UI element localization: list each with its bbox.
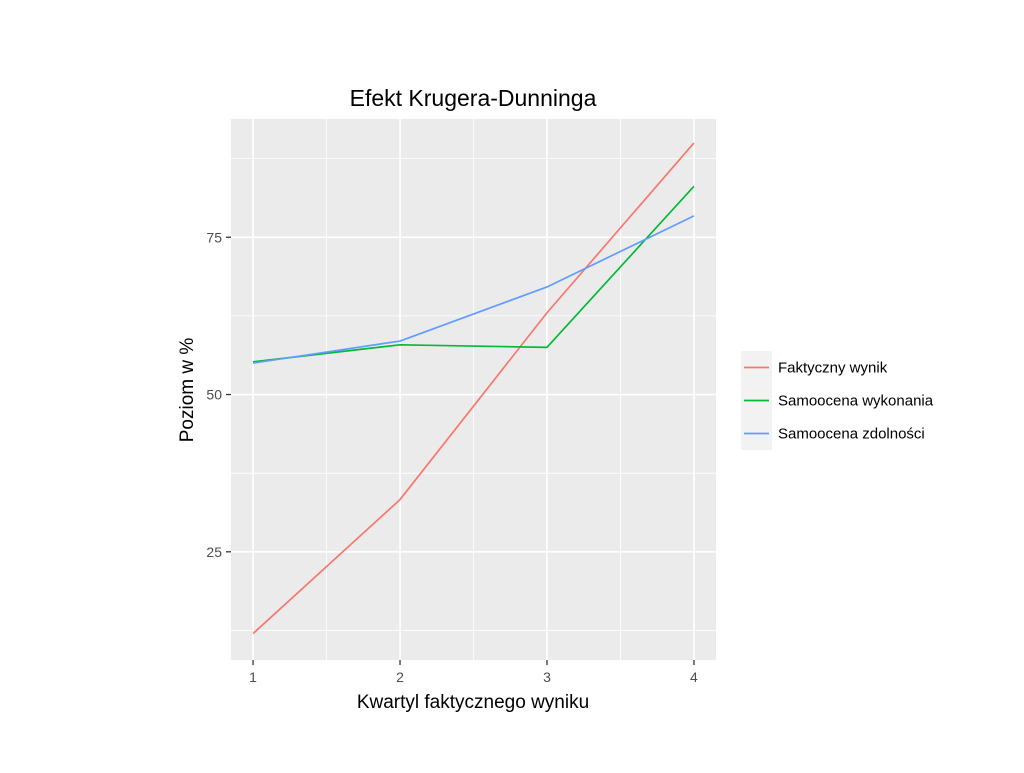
x-axis-title: Kwartyl faktycznego wyniku (357, 692, 589, 713)
x-tick-label: 2 (396, 669, 404, 685)
x-tick-label: 3 (543, 669, 551, 685)
x-axis: 1 2 3 4 (249, 660, 698, 685)
chart-title: Efekt Krugera-Dunninga (350, 85, 597, 111)
x-tick-label: 4 (690, 669, 698, 685)
grid-minor (231, 119, 716, 660)
series-line-2 (252, 185, 695, 363)
series-line-1 (252, 142, 695, 635)
series-line-3 (252, 215, 695, 364)
y-axis-title: Poziom w % (177, 338, 198, 443)
y-tick-label: 75 (206, 229, 222, 245)
legend-label-2: Samoocena wykonania (778, 393, 934, 410)
y-tick-label: 50 (206, 387, 222, 403)
x-tick-label: 1 (249, 669, 257, 685)
legend: Faktyczny wynik Samoocena wykonania Samooc… (741, 351, 934, 450)
grid-major (231, 119, 716, 660)
legend-label-1: Faktyczny wynik (778, 360, 888, 377)
y-axis: 25 50 75 (206, 229, 231, 560)
legend-label-3: Samoocena zdolności (778, 426, 925, 443)
series-lines (252, 142, 695, 635)
y-tick-label: 25 (206, 544, 222, 560)
